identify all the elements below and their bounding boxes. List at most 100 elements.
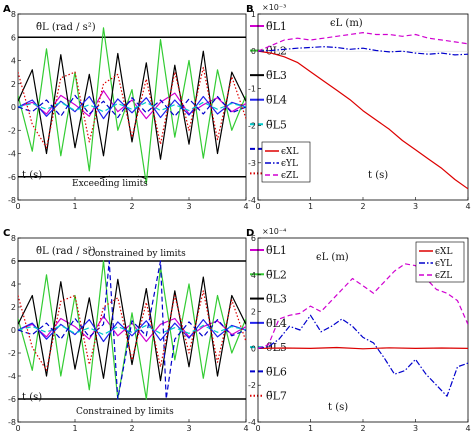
series-line xyxy=(18,290,246,371)
annotation-label: Constrained by limits xyxy=(76,407,174,417)
annotation-label: Constrained by limits xyxy=(88,249,186,259)
y-tick-label: -8 xyxy=(8,418,16,427)
x-tick-label: 3 xyxy=(413,202,418,211)
y-tick-label: -2 xyxy=(248,381,256,390)
x-axis-label: t (s) xyxy=(328,402,348,413)
series-group xyxy=(18,27,246,185)
x-tick-label: 2 xyxy=(360,424,365,433)
x-tick-label: 2 xyxy=(129,202,134,211)
y-tick-label: -4 xyxy=(248,196,256,205)
y-tick-label: -6 xyxy=(8,173,16,182)
legend-label: θ̈L1 xyxy=(266,244,287,257)
x-tick-label: 4 xyxy=(465,202,470,211)
x-tick-label: 0 xyxy=(255,202,260,211)
y-tick-label: -2 xyxy=(248,122,256,131)
y-tick-label: 6 xyxy=(11,257,16,266)
x-tick-label: 1 xyxy=(308,202,313,211)
plot-title: ϵL (m) xyxy=(330,18,363,29)
panel-label: B xyxy=(246,4,254,15)
series-line xyxy=(18,260,246,400)
x-tick-label: 0 xyxy=(15,202,20,211)
series-line xyxy=(18,66,246,149)
x-tick-label: 3 xyxy=(413,424,418,433)
legend-label: θ̈L1 xyxy=(266,20,287,33)
y-tick-label: 0 xyxy=(11,326,16,335)
x-tick-label: 1 xyxy=(308,424,313,433)
y-tick-label: 8 xyxy=(11,234,16,243)
series-line xyxy=(18,260,246,400)
series-line xyxy=(18,319,246,343)
plot-title: θ̈L (rad / s²) xyxy=(36,246,96,257)
x-tick-label: 0 xyxy=(15,424,20,433)
annotation-arrow xyxy=(137,175,147,180)
legend-label: θ̈L3 xyxy=(266,69,287,82)
series-line xyxy=(18,324,246,336)
legend-label: ϵZL xyxy=(435,271,452,281)
series-group xyxy=(18,260,246,400)
y-tick-label: 8 xyxy=(11,10,16,19)
series-line xyxy=(18,276,246,382)
series-line xyxy=(18,94,246,119)
axis-exponent: ×10⁻⁴ xyxy=(262,227,286,236)
legend-label: θ̈L4 xyxy=(266,94,287,107)
y-tick-label: 1 xyxy=(251,10,256,19)
axis-exponent: ×10⁻³ xyxy=(262,3,286,12)
y-tick-label: 0 xyxy=(251,47,256,56)
x-tick-label: 4 xyxy=(243,424,248,433)
y-tick-label: -8 xyxy=(8,196,16,205)
x-tick-label: 1 xyxy=(72,202,77,211)
x-axis-label: t (s) xyxy=(22,392,42,403)
plot-title: ϵL (m) xyxy=(316,252,349,263)
x-tick-label: 3 xyxy=(186,202,191,211)
x-tick-label: 3 xyxy=(186,424,191,433)
y-tick-label: 2 xyxy=(11,80,16,89)
legend-label: θ̈L6 xyxy=(266,365,287,378)
y-tick-label: 4 xyxy=(11,280,16,289)
x-axis-label: t (s) xyxy=(22,170,42,181)
y-tick-label: -1 xyxy=(248,84,256,93)
x-tick-label: 2 xyxy=(129,424,134,433)
legend-label: θ̈L7 xyxy=(266,390,287,403)
legend-label: ϵXL xyxy=(435,247,452,257)
legend-label: ϵZL xyxy=(281,171,298,181)
series-line xyxy=(258,31,468,52)
x-tick-label: 4 xyxy=(465,424,470,433)
series-group xyxy=(258,31,468,190)
panel-label: C xyxy=(3,228,10,239)
y-tick-label: 6 xyxy=(11,33,16,42)
legend-label: θ̈L5 xyxy=(266,118,287,131)
y-tick-label: -6 xyxy=(8,395,16,404)
y-tick-label: -4 xyxy=(8,372,16,381)
panel-label: D xyxy=(246,228,254,239)
legend-label: ϵYL xyxy=(281,159,298,169)
y-tick-label: -3 xyxy=(248,159,256,168)
x-tick-label: 0 xyxy=(255,424,260,433)
y-tick-label: 6 xyxy=(251,234,256,243)
annotation-label: Exceeding limits xyxy=(72,179,148,189)
y-tick-label: -4 xyxy=(248,418,256,427)
series-group xyxy=(258,263,468,397)
series-line xyxy=(258,346,468,350)
legend-label: θ̈L3 xyxy=(266,293,287,306)
series-line xyxy=(18,27,246,185)
legend-label: ϵXL xyxy=(281,147,298,157)
x-tick-label: 4 xyxy=(243,202,248,211)
x-tick-label: 2 xyxy=(360,202,365,211)
y-tick-label: -4 xyxy=(8,150,16,159)
series-line xyxy=(18,95,246,120)
series-line xyxy=(18,101,246,113)
y-tick-label: -2 xyxy=(8,349,16,358)
y-tick-label: 0 xyxy=(251,344,256,353)
panel-label: A xyxy=(3,4,11,15)
y-tick-label: 2 xyxy=(251,308,256,317)
y-tick-label: -2 xyxy=(8,126,16,135)
panel-c: C 0 1 2 3 4 -8 -6 -4 -2 0 2 4 6 8 θ̈L (rad / s²) t (s) Co… xyxy=(3,228,287,433)
panel-b: B0 1 2 3 4-4-3-2-101×10⁻³ϵL (m)t (s)ϵXLϵYLϵZ… xyxy=(246,3,471,211)
series-line xyxy=(18,50,246,160)
series-line xyxy=(258,314,468,397)
legend-label: ϵYL xyxy=(435,259,452,269)
y-tick-label: 2 xyxy=(11,303,16,312)
y-tick-label: 0 xyxy=(11,103,16,112)
